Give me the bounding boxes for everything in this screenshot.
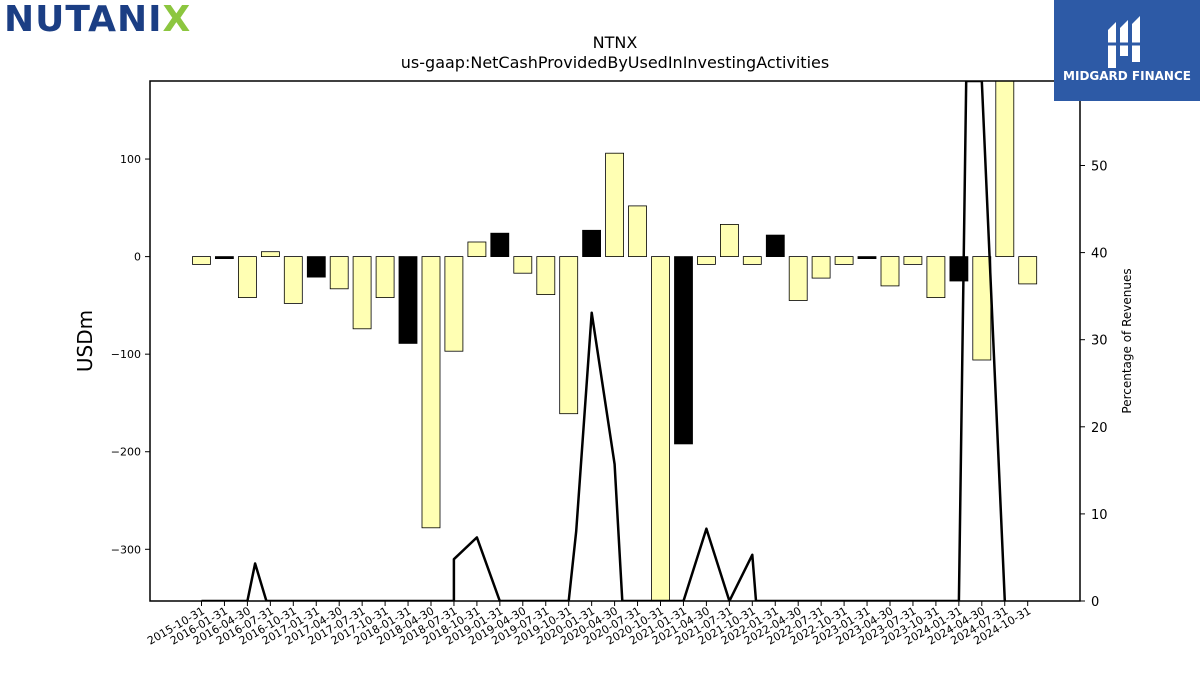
- y-tick-label: 100: [120, 153, 141, 166]
- bar: [674, 256, 693, 445]
- y-tick-label: 0: [134, 251, 141, 264]
- bar: [536, 256, 556, 296]
- bar: [352, 256, 372, 330]
- y-tick-label: −100: [111, 348, 141, 361]
- bar: [192, 256, 211, 265]
- bar: [329, 256, 349, 290]
- bar: [651, 256, 670, 601]
- y-tick-label: −300: [111, 543, 141, 556]
- y2-tick-label: 40: [1091, 247, 1108, 262]
- bar: [720, 223, 739, 257]
- y2-tick-label: 30: [1091, 334, 1108, 349]
- bar: [811, 256, 831, 279]
- bar: [880, 256, 900, 287]
- y2-tick-label: 50: [1091, 159, 1108, 174]
- bar: [697, 256, 716, 265]
- y2-tick-label: 20: [1091, 421, 1108, 436]
- y2-tick-label: 10: [1091, 508, 1108, 523]
- chart-title: NTNX: [593, 33, 638, 52]
- bar: [559, 256, 579, 415]
- y-axis-label: USDm: [73, 310, 97, 372]
- bar: [972, 256, 992, 361]
- bar: [490, 232, 510, 257]
- bar: [260, 251, 280, 257]
- bar: [949, 256, 969, 282]
- badge-label: MIDGARD FINANCE: [1063, 69, 1191, 83]
- bar: [582, 229, 601, 258]
- chart-subtitle: us-gaap:NetCashProvidedByUsedInInvesting…: [401, 53, 829, 72]
- bar: [765, 234, 785, 258]
- bar: [444, 256, 464, 352]
- bar: [1018, 256, 1038, 285]
- plot-area: [192, 81, 1038, 601]
- percentage-line: [201, 81, 1007, 601]
- bar: [995, 81, 1015, 257]
- y-tick-label: −200: [111, 446, 141, 459]
- y2-axis-label: Percentage of Revenues: [1120, 268, 1134, 413]
- nutanix-logo: NUTANIX: [4, 0, 192, 40]
- midgard-mark-icon: [1106, 16, 1144, 68]
- bar: [605, 152, 624, 257]
- bar: [628, 205, 647, 257]
- bar: [237, 256, 257, 299]
- bar: [903, 256, 923, 265]
- bar: [742, 256, 762, 265]
- bar: [421, 256, 441, 529]
- bar: [306, 256, 326, 278]
- bar: [513, 256, 533, 274]
- bar: [788, 256, 808, 301]
- bar: [398, 256, 418, 344]
- bar: [214, 256, 234, 260]
- midgard-finance-badge: MIDGARD FINANCE: [1054, 0, 1200, 101]
- bar: [857, 256, 877, 260]
- bar: [834, 256, 854, 265]
- bar: [283, 256, 303, 304]
- bar: [467, 241, 487, 258]
- y2-tick-label: 0: [1091, 595, 1099, 610]
- bar: [375, 256, 395, 299]
- bar: [926, 256, 946, 299]
